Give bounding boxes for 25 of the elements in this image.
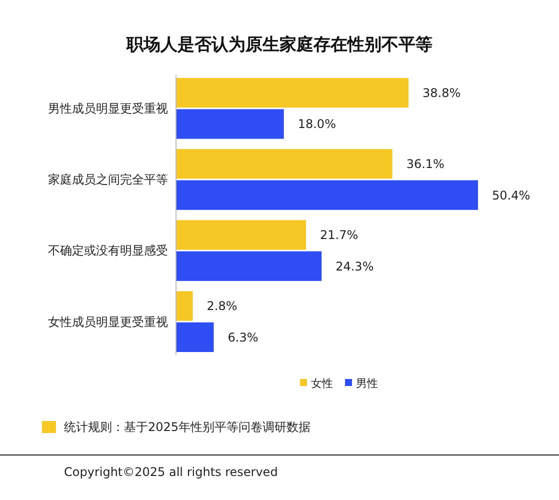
- data-label: 38.8%: [422, 86, 461, 100]
- y-tick-label: 女性成员明显更受重视: [48, 314, 168, 329]
- bar: [176, 149, 392, 179]
- data-label: 24.3%: [336, 259, 374, 274]
- data-label: 50.4%: [492, 188, 530, 202]
- bar: [176, 322, 214, 352]
- text: 统计规则：基于2025年性别平等问卷调研数据: [64, 420, 311, 434]
- bar: [176, 220, 306, 250]
- y-tick-label: 家庭成员之间完全平等: [48, 172, 168, 187]
- y-tick-label: 男性成员明显更受重视: [48, 102, 168, 116]
- bar: [176, 109, 284, 139]
- y-tick-label: 不确定或没有明显感受: [48, 244, 168, 258]
- legend-label: 男性: [356, 376, 378, 390]
- chart-title: 职场人是否认为原生家庭存在性别不平等: [126, 35, 432, 55]
- bar: [176, 78, 408, 108]
- data-label: 36.1%: [406, 157, 444, 172]
- text: Copyright©2025 all rights reserved: [64, 465, 278, 480]
- legend-label: 女性: [311, 376, 333, 390]
- bar: [176, 291, 193, 321]
- bar: [176, 180, 478, 210]
- bar: [176, 251, 322, 281]
- data-label: 2.8%: [206, 299, 238, 314]
- data-label: 6.3%: [228, 330, 258, 344]
- data-label: 21.7%: [320, 228, 358, 242]
- data-label: 18.0%: [298, 117, 336, 132]
